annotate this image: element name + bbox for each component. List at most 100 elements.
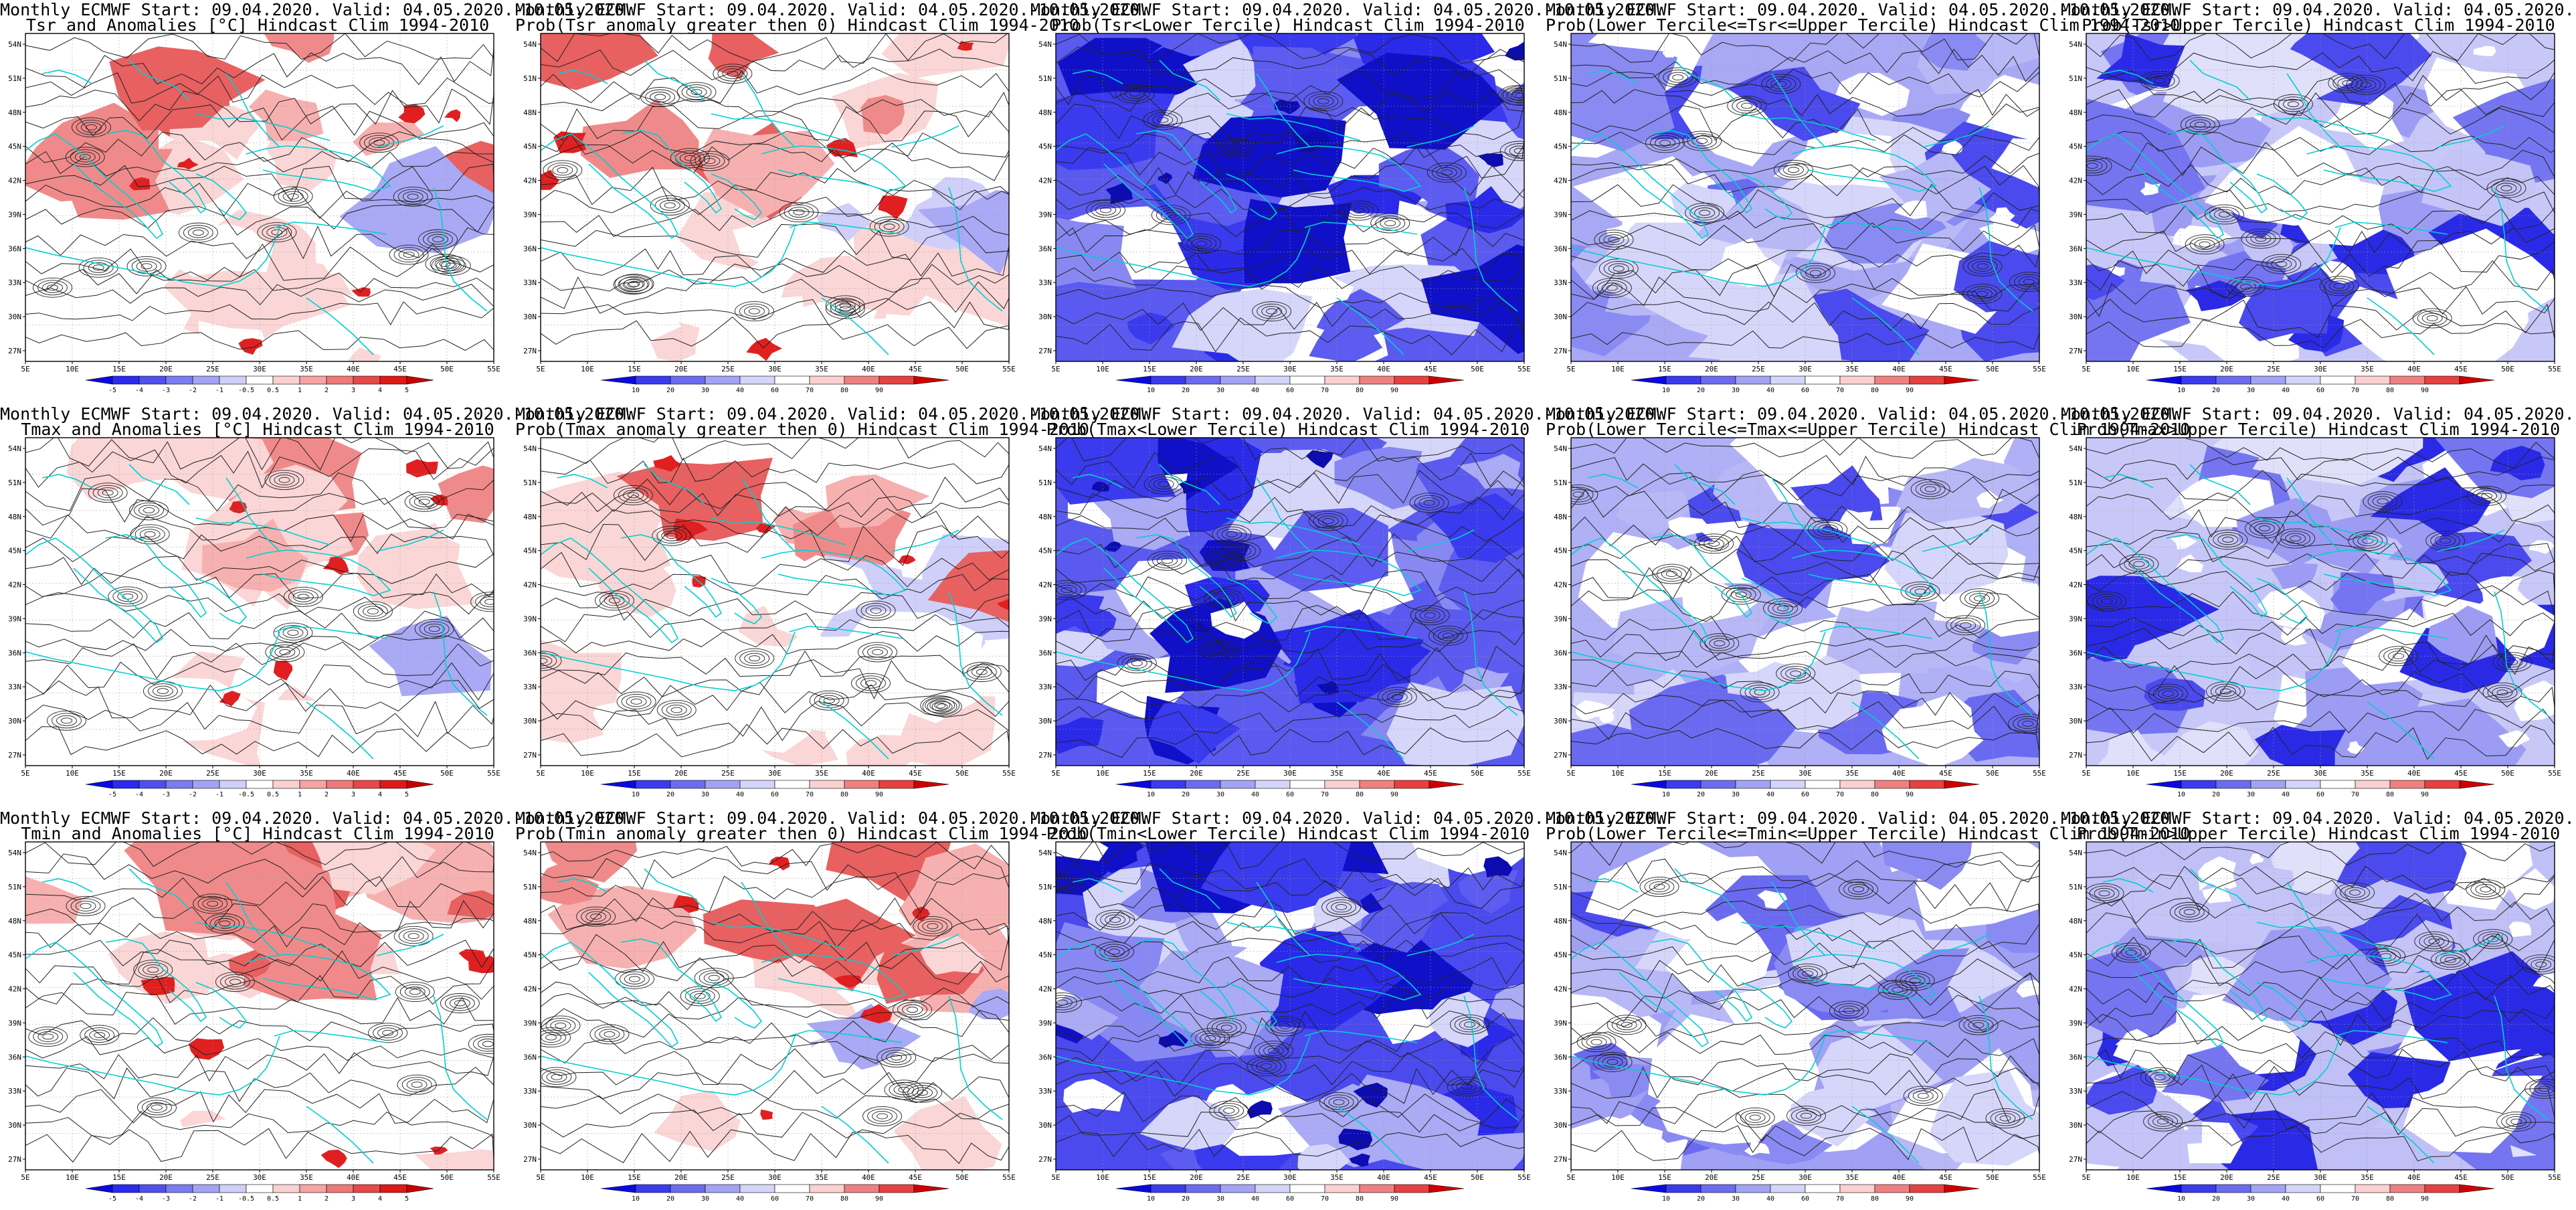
- colorbar-segment: [1360, 376, 1394, 384]
- longitude-label: 50E: [440, 1173, 454, 1182]
- colorbar-tick-label: 10: [1147, 1195, 1155, 1203]
- colorbar-tick-label: 70: [2351, 791, 2359, 798]
- longitude-label: 25E: [206, 365, 219, 373]
- colorbar-tick-label: -4: [135, 1195, 143, 1203]
- colorbar-segment: [1736, 780, 1770, 788]
- colorbar-segment: [601, 376, 636, 384]
- map-area: [515, 0, 1030, 388]
- colorbar-segment: [1220, 780, 1255, 788]
- latitude-label: 45N: [523, 143, 537, 151]
- longitude-label: 5E: [2082, 769, 2090, 778]
- longitude-label: 20E: [159, 769, 173, 778]
- colorbar-segment: [327, 780, 353, 788]
- longitude-label: 45E: [1939, 365, 1952, 373]
- colorbar-tick-label: 30: [701, 1195, 709, 1203]
- longitude-label: 10E: [2126, 1173, 2140, 1182]
- colorbar-tick-label: 80: [1356, 387, 1364, 394]
- colorbar-segment: [636, 1185, 670, 1193]
- colorbar-segment: [2425, 376, 2460, 384]
- longitude-label: 50E: [1471, 365, 1484, 373]
- longitude-label: 10E: [1096, 769, 1109, 778]
- longitude-label: 55E: [1002, 769, 1016, 778]
- colorbar-tick-label: 10: [2177, 1195, 2185, 1203]
- colorbar-tick-label: 20: [2212, 387, 2220, 394]
- latitude-label: 39N: [1038, 614, 1052, 623]
- longitude-label: 55E: [2033, 365, 2046, 373]
- colorbar-tick-label: -1: [215, 791, 223, 798]
- map-area: [2061, 404, 2576, 792]
- longitude-label: 25E: [206, 769, 219, 778]
- colorbar-segment: [1394, 780, 1429, 788]
- colorbar-segment: [2216, 1185, 2251, 1193]
- colorbar-segment: [1325, 376, 1360, 384]
- colorbar-tick-label: 60: [2316, 387, 2324, 394]
- colorbar-segment: [2251, 1185, 2286, 1193]
- colorbar-tick-label: 90: [1906, 387, 1914, 394]
- map-area: [1030, 0, 1546, 381]
- colorbar-segment: [1701, 376, 1736, 384]
- longitude-label: 45E: [2454, 769, 2468, 778]
- latitude-label: 42N: [523, 581, 537, 590]
- longitude-label: 15E: [628, 769, 641, 778]
- colorbar-segment: [1770, 1185, 1805, 1193]
- map-area: [2061, 0, 2576, 381]
- longitude-label: 5E: [536, 1173, 545, 1182]
- colorbar-tick-label: 70: [1836, 387, 1844, 394]
- colorbar-segment: [1325, 1185, 1360, 1193]
- colorbar-segment: [219, 780, 246, 788]
- latitude-label: 48N: [1038, 917, 1052, 926]
- colorbar-tick-label: 70: [1836, 791, 1844, 798]
- longitude-label: 30E: [768, 1173, 781, 1182]
- longitude-label: 35E: [1330, 1173, 1344, 1182]
- colorbar-tick-label: 2: [325, 791, 329, 798]
- latitude-label: 42N: [523, 985, 537, 994]
- latitude-label: 30N: [2069, 1121, 2082, 1130]
- colorbar-segment: [775, 1185, 810, 1193]
- colorbar-segment: [1666, 780, 1701, 788]
- latitude-label: 45N: [2069, 547, 2082, 555]
- colorbar-segment: [1220, 376, 1255, 384]
- latitude-label: 48N: [2069, 513, 2082, 521]
- colorbar-tick-label: 70: [1321, 1195, 1329, 1203]
- longitude-label: 25E: [1236, 1173, 1250, 1182]
- colorbar-segment: [2181, 780, 2216, 788]
- colorbar-segment: [1255, 376, 1290, 384]
- longitude-label: 40E: [1892, 1173, 1906, 1182]
- longitude-label: 35E: [300, 365, 313, 373]
- latitude-label: 48N: [1554, 108, 1567, 117]
- longitude-label: 55E: [1002, 365, 1016, 373]
- longitude-label: 55E: [1002, 1173, 1016, 1182]
- colorbar-tick-label: 20: [666, 791, 674, 798]
- latitude-label: 33N: [1038, 1087, 1052, 1096]
- shaded-region: [881, 0, 1014, 78]
- longitude-label: 55E: [487, 1173, 500, 1182]
- longitude-label: 35E: [300, 1173, 313, 1182]
- colorbar-segment: [1770, 780, 1805, 788]
- forecast-panel: Monthly ECMWF Start: 09.04.2020. Valid: …: [2061, 0, 2576, 402]
- colorbar-segment: [2251, 376, 2286, 384]
- colorbar-segment: [2320, 780, 2355, 788]
- map-area: [1546, 405, 2061, 806]
- colorbar-segment: [601, 1185, 636, 1193]
- longitude-label: 10E: [1611, 365, 1625, 373]
- longitude-label: 20E: [1190, 769, 1203, 778]
- longitude-label: 15E: [2173, 769, 2187, 778]
- colorbar-tick-label: 40: [1251, 387, 1259, 394]
- longitude-label: 40E: [1377, 769, 1390, 778]
- longitude-label: 5E: [1566, 769, 1575, 778]
- latitude-label: 30N: [1038, 313, 1052, 321]
- colorbar-tick-label: 1: [298, 1195, 302, 1203]
- colorbar-tick-label: 80: [2386, 1195, 2394, 1203]
- longitude-label: 15E: [2173, 365, 2187, 373]
- longitude-label: 55E: [1517, 365, 1531, 373]
- latitude-label: 27N: [1554, 1155, 1567, 1164]
- longitude-label: 25E: [206, 1173, 219, 1182]
- longitude-label: 40E: [347, 365, 360, 373]
